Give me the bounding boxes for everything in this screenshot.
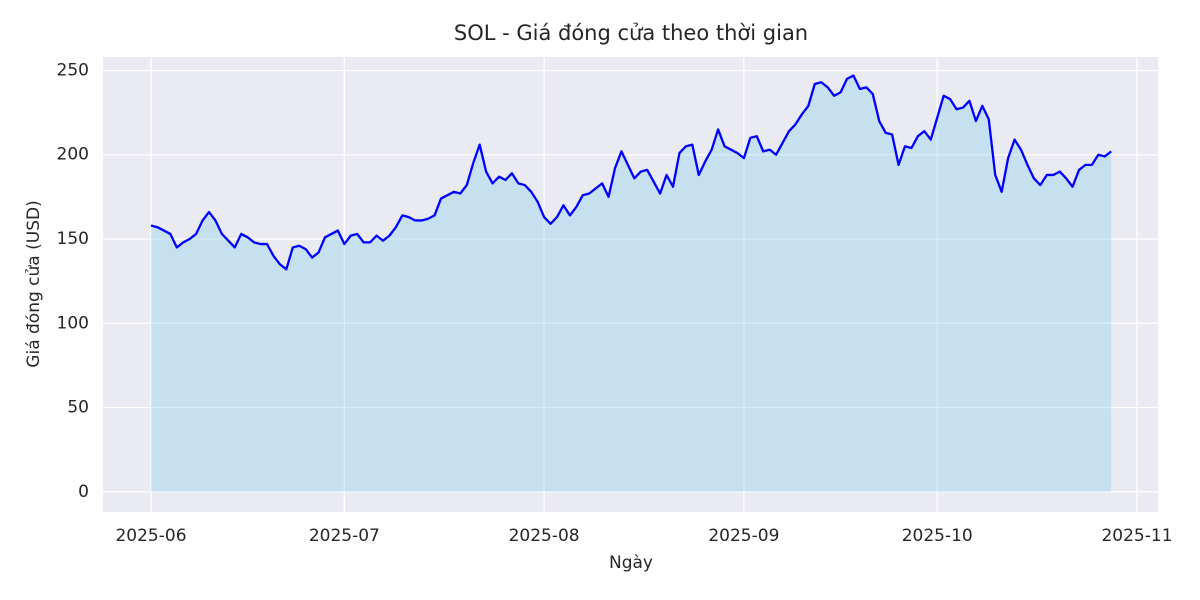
area [151, 75, 1112, 492]
x-tick-label: 2025-08 [509, 526, 580, 546]
y-tick-label: 100 [57, 313, 89, 333]
x-axis-label: Ngày [609, 553, 653, 573]
y-tick-label: 0 [78, 482, 89, 502]
y-tick-label: 200 [57, 145, 89, 165]
y-tick-label: 250 [57, 60, 89, 80]
y-axis-label: Giá đóng cửa (USD) [24, 200, 44, 367]
x-tick-label: 2025-06 [115, 526, 186, 546]
x-tick-label: 2025-07 [309, 526, 380, 546]
plot-area [103, 57, 1158, 512]
y-tick-label: 50 [67, 398, 89, 418]
x-tick-label: 2025-09 [708, 526, 779, 546]
chart-title: SOL - Giá đóng cửa theo thời gian [454, 21, 808, 45]
x-tick-label: 2025-10 [902, 526, 973, 546]
y-tick-label: 150 [57, 229, 89, 249]
line [150, 74, 1112, 271]
x-tick-label: 2025-11 [1101, 526, 1172, 546]
